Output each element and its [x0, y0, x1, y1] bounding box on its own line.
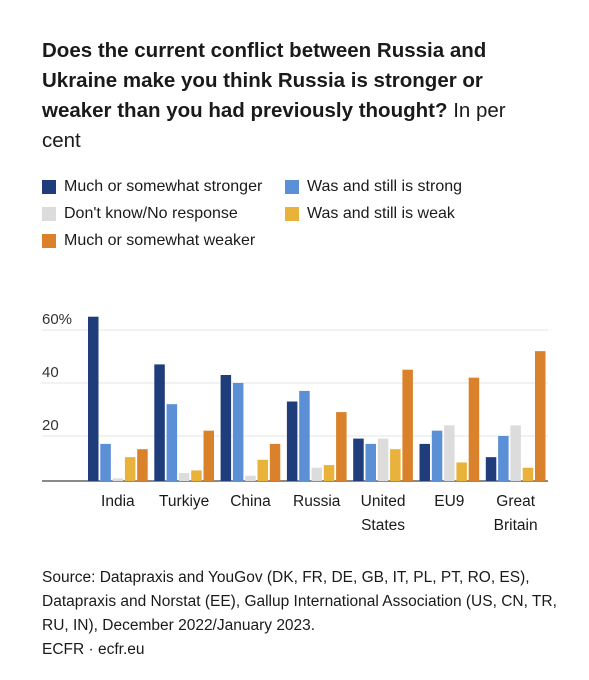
legend-item-was-and-still-is-weak: Was and still is weak — [285, 205, 455, 223]
y-tick-label: 40 — [42, 364, 59, 381]
bar-eu9-was-and-still-is-strong — [431, 430, 443, 481]
y-tick-label: 60% — [42, 311, 72, 328]
bar-india-don-t-know-no-response — [112, 478, 124, 481]
chart-source-note: Source: Datapraxis and YouGov (DK, FR, D… — [42, 566, 562, 662]
legend-swatch — [285, 207, 299, 221]
legend-label: Was and still is weak — [307, 205, 455, 222]
bar-russia-don-t-know-no-response — [311, 467, 322, 481]
legend-item-much-or-somewhat-weaker: Much or somewhat weaker — [42, 232, 255, 250]
x-tick-label: India — [101, 493, 135, 510]
bar-eu9-was-and-still-is-weak — [456, 462, 467, 481]
legend-item-much-or-somewhat-stronger: Much or somewhat stronger — [42, 178, 262, 196]
bar-turkiye-was-and-still-is-strong — [166, 404, 178, 481]
bar-india-was-and-still-is-weak — [124, 457, 136, 481]
x-tick-label: Turkiye — [159, 493, 209, 510]
bar-china-much-or-somewhat-weaker — [269, 443, 281, 481]
bar-united-states-don-t-know-no-response — [377, 438, 389, 481]
bar-china-was-and-still-is-weak — [257, 459, 268, 481]
x-tick-label: Russia — [293, 493, 341, 510]
bar-russia-much-or-somewhat-weaker — [336, 412, 347, 481]
bar-india-much-or-somewhat-stronger — [88, 316, 99, 481]
bar-russia-was-and-still-is-strong — [299, 390, 310, 481]
bar-turkiye-much-or-somewhat-weaker — [203, 430, 214, 481]
legend-item-was-and-still-is-strong: Was and still is strong — [285, 178, 462, 196]
bar-russia-was-and-still-is-weak — [323, 465, 335, 481]
bar-eu9-much-or-somewhat-weaker — [468, 377, 480, 481]
x-tick-label: China — [230, 493, 271, 510]
source-text: Source: Datapraxis and YouGov (DK, FR, D… — [42, 569, 557, 634]
bar-great-britain-was-and-still-is-strong — [498, 435, 509, 481]
legend-swatch — [42, 180, 56, 194]
legend-swatch — [42, 234, 56, 248]
legend-label: Was and still is strong — [307, 178, 463, 195]
legend-item-don-t-know-no-response: Don't know/No response — [42, 205, 238, 223]
bar-united-states-was-and-still-is-strong — [365, 443, 376, 481]
bar-eu9-much-or-somewhat-stronger — [419, 443, 430, 481]
chart-title-unit: In per cent — [42, 99, 506, 152]
legend-swatch — [285, 180, 299, 194]
x-tick-label: EU9 — [434, 493, 464, 510]
source-credit: ECFR · ecfr.eu — [42, 641, 145, 658]
bar-china-don-t-know-no-response — [245, 475, 256, 481]
legend-swatch — [42, 207, 56, 221]
bar-united-states-much-or-somewhat-stronger — [353, 438, 364, 481]
bar-china-much-or-somewhat-stronger — [220, 375, 232, 481]
bar-great-britain-was-and-still-is-weak — [522, 467, 534, 481]
bar-chart: 60% 40 20 India Turkiye China Russia United Stat… — [42, 311, 548, 534]
bar-united-states-much-or-somewhat-weaker — [402, 369, 413, 481]
legend-label: Much or somewhat weaker — [64, 232, 256, 249]
bar-turkiye-much-or-somewhat-stronger — [154, 364, 165, 481]
bar-turkiye-was-and-still-is-weak — [191, 470, 202, 481]
bar-great-britain-much-or-somewhat-stronger — [485, 457, 497, 481]
y-tick-label: 20 — [42, 417, 59, 434]
bar-united-states-was-and-still-is-weak — [390, 449, 401, 481]
bar-russia-much-or-somewhat-stronger — [286, 401, 298, 481]
legend-label: Much or somewhat stronger — [64, 178, 263, 195]
chart-title-question: Does the current conflict between Russia… — [42, 39, 487, 122]
bar-great-britain-much-or-somewhat-weaker — [535, 351, 546, 481]
legend-label: Don't know/No response — [64, 205, 238, 222]
x-tick-label: Great Britain — [494, 493, 538, 534]
bar-eu9-don-t-know-no-response — [444, 425, 455, 481]
chart-title: Does the current conflict between Russia… — [42, 36, 542, 156]
bar-india-much-or-somewhat-weaker — [137, 449, 148, 481]
bar-great-britain-don-t-know-no-response — [510, 425, 521, 481]
bar-turkiye-don-t-know-no-response — [178, 473, 190, 481]
bar-china-was-and-still-is-strong — [232, 382, 244, 481]
x-tick-label: United States — [361, 493, 406, 534]
bar-india-was-and-still-is-strong — [100, 443, 111, 481]
